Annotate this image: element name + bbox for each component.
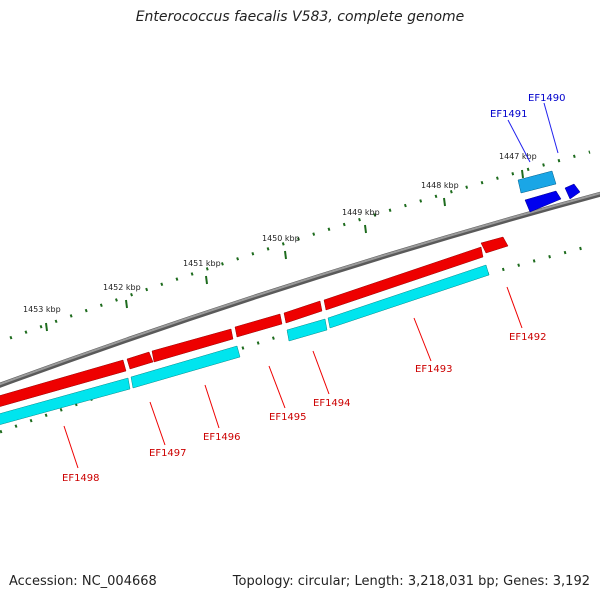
accession-label: Accession: xyxy=(9,574,78,589)
gene-ef1496-rev[interactable] xyxy=(130,345,241,389)
label-ef1495[interactable]: EF1495 xyxy=(269,412,307,423)
reverse-genes xyxy=(0,170,557,426)
gene-ef1493[interactable] xyxy=(323,246,484,311)
label-ef1497[interactable]: EF1497 xyxy=(149,448,187,459)
kbp-label-1449: 1449 kbp xyxy=(342,208,380,217)
topology-value: circular xyxy=(297,574,346,589)
blue-genes xyxy=(524,183,581,213)
gene-ef1494[interactable] xyxy=(283,300,323,324)
gene-ef1492[interactable] xyxy=(480,236,509,254)
genes-label: Genes: xyxy=(503,574,549,589)
label-ef1493[interactable]: EF1493 xyxy=(415,364,453,375)
label-ef1494[interactable]: EF1494 xyxy=(313,398,351,409)
kbp-labels: 1447 kbp 1448 kbp 1449 kbp 1450 kbp 1451… xyxy=(23,152,537,332)
gene-labels: EF1490 EF1491 EF1492 EF1493 EF1494 EF149… xyxy=(62,93,566,484)
gene-ef1498-rev[interactable] xyxy=(0,377,131,426)
backbone xyxy=(0,191,600,388)
kbp-label-1452: 1452 kbp xyxy=(103,283,141,292)
label-ef1492[interactable]: EF1492 xyxy=(509,332,547,343)
label-ef1491[interactable]: EF1491 xyxy=(490,109,528,120)
gene-ef1498[interactable] xyxy=(0,359,127,408)
kbp-label-1448: 1448 kbp xyxy=(421,181,459,190)
label-ef1498[interactable]: EF1498 xyxy=(62,473,100,484)
forward-genes xyxy=(0,236,509,408)
map-title: Enterococcus faecalis V583, complete gen… xyxy=(135,9,465,25)
gene-ef1491-rev[interactable] xyxy=(517,170,557,194)
gene-ef1493-rev[interactable] xyxy=(327,264,490,329)
kbp-label-1447: 1447 kbp xyxy=(499,152,537,161)
accession-value: NC_004668 xyxy=(81,574,157,589)
gene-ef1497[interactable] xyxy=(126,351,154,370)
length-value: 3,218,031 bp xyxy=(407,574,495,589)
gene-ef1491[interactable] xyxy=(524,190,562,213)
topology-label: Topology: xyxy=(232,574,294,589)
label-ef1496[interactable]: EF1496 xyxy=(203,432,241,443)
gene-ef1494-rev[interactable] xyxy=(286,318,328,342)
genome-stats: Topology: circular; Length: 3,218,031 bp… xyxy=(232,574,590,589)
genes-value: 3,192 xyxy=(552,574,590,589)
kbp-label-1451: 1451 kbp xyxy=(183,259,221,268)
accession-info: Accession: NC_004668 xyxy=(9,574,157,589)
kbp-label-1450: 1450 kbp xyxy=(262,234,300,243)
gene-ef1496[interactable] xyxy=(151,328,234,363)
leader-lines xyxy=(63,102,559,469)
label-ef1490[interactable]: EF1490 xyxy=(528,93,566,104)
kbp-label-1453: 1453 kbp xyxy=(23,305,61,314)
gene-ef1490[interactable] xyxy=(564,183,581,200)
length-label: Length: xyxy=(354,574,404,589)
gene-ef1495[interactable] xyxy=(234,313,283,338)
